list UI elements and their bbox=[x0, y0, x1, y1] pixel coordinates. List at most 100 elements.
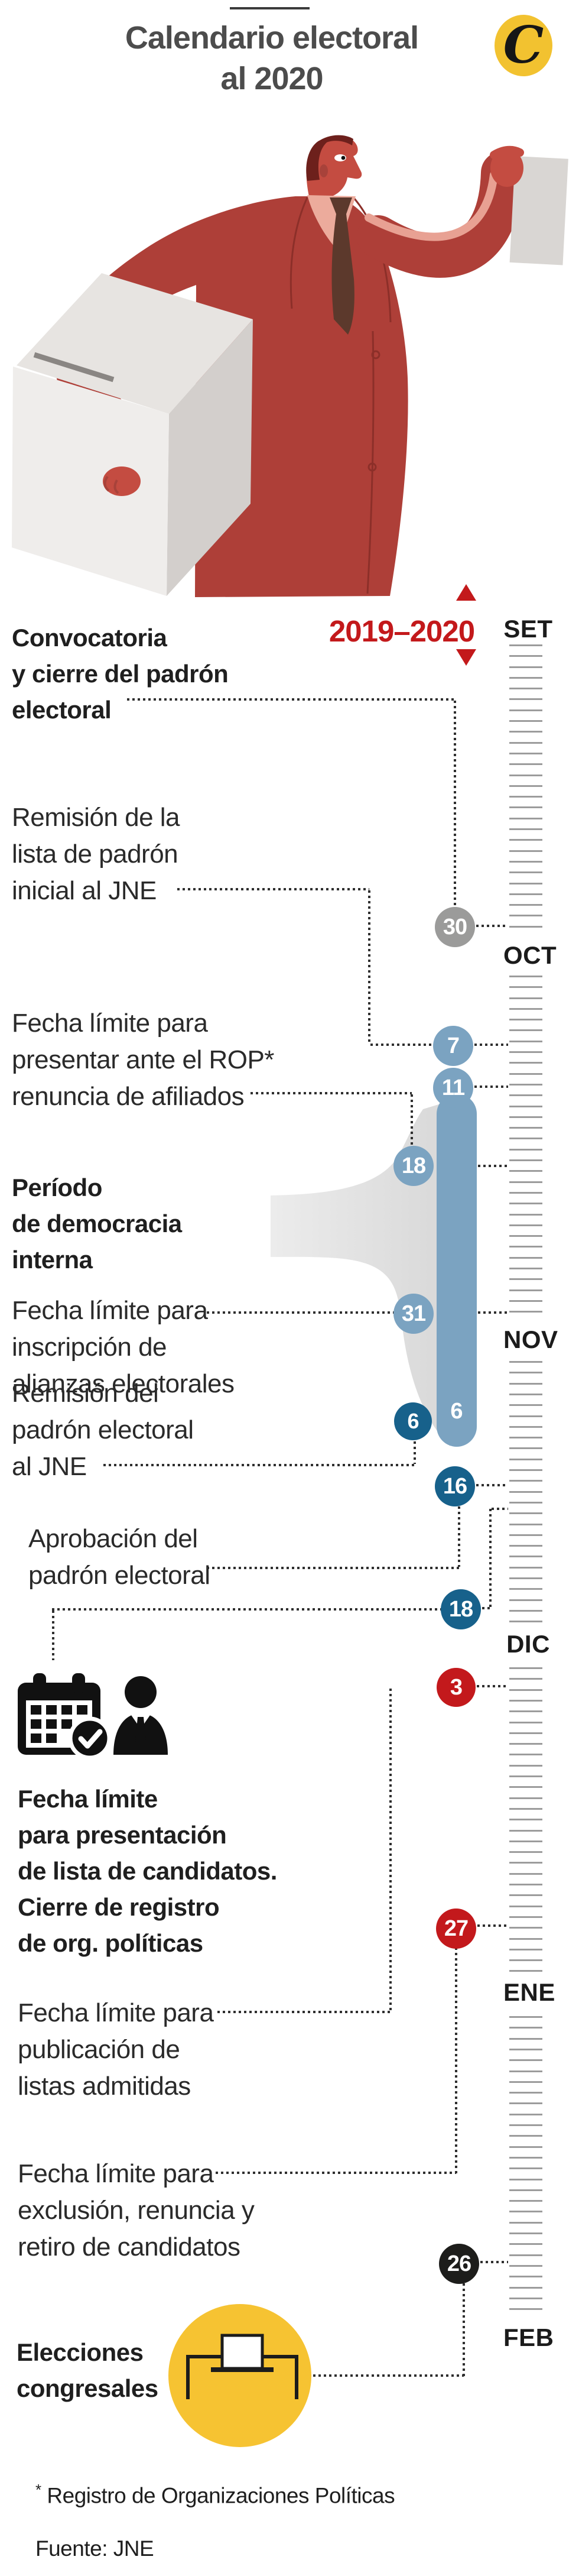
leader-line bbox=[414, 1441, 416, 1464]
day-tick bbox=[509, 1246, 542, 1248]
label-line: Fecha límite para bbox=[18, 1998, 214, 2027]
day-tick bbox=[509, 1029, 542, 1031]
day-tick bbox=[509, 1710, 542, 1712]
day-tick bbox=[509, 753, 542, 754]
timeline-range: 2019–2020 bbox=[328, 614, 475, 648]
day-tick bbox=[509, 1610, 542, 1612]
day-tick bbox=[509, 1300, 542, 1302]
label-line: Aprobación del bbox=[28, 1524, 198, 1553]
leader-line bbox=[52, 1608, 442, 1611]
day-tick bbox=[509, 871, 542, 873]
day-tick bbox=[509, 1970, 542, 1972]
day-tick bbox=[509, 1621, 542, 1622]
event-label-cierre-registro: Fecha límite para presentación de lista … bbox=[18, 1781, 277, 1961]
day-tick bbox=[509, 850, 542, 852]
day-tick bbox=[509, 1437, 542, 1438]
day-tick bbox=[509, 2298, 542, 2299]
day-tick bbox=[509, 644, 542, 646]
day-tick bbox=[509, 1170, 542, 1172]
day-tick bbox=[509, 2027, 542, 2029]
day-tick bbox=[509, 1862, 542, 1864]
day-tick bbox=[509, 1480, 542, 1482]
day-tick bbox=[509, 677, 542, 679]
label-line: padrón electoral bbox=[12, 1415, 194, 1444]
day-tick bbox=[509, 2200, 542, 2202]
day-tick bbox=[509, 2167, 542, 2169]
day-tick bbox=[509, 2232, 542, 2234]
date-circle-7: 7 bbox=[433, 1026, 473, 1066]
label-line: Período bbox=[12, 1174, 102, 1201]
day-tick bbox=[509, 742, 542, 744]
date-circle-18-oct: 18 bbox=[393, 1146, 434, 1186]
axis-connector bbox=[474, 1044, 508, 1046]
month-feb: FEB bbox=[503, 2324, 554, 2351]
day-tick bbox=[509, 1894, 542, 1896]
day-tick bbox=[509, 1289, 542, 1291]
label-line: exclusión, renuncia y bbox=[18, 2196, 255, 2225]
date-circle-3: 3 bbox=[437, 1668, 476, 1707]
date-circle-6-nov: 6 bbox=[394, 1402, 432, 1440]
date-circle-18-nov: 18 bbox=[441, 1589, 481, 1629]
day-tick bbox=[509, 1192, 542, 1194]
axis-connector bbox=[476, 1484, 508, 1486]
day-tick bbox=[509, 986, 542, 988]
day-tick bbox=[509, 1203, 542, 1204]
day-tick bbox=[509, 883, 542, 884]
day-tick bbox=[509, 1051, 542, 1053]
label-line: electoral bbox=[12, 696, 112, 724]
day-tick bbox=[509, 1311, 542, 1313]
axis-connector bbox=[482, 1607, 492, 1609]
axis-connector bbox=[478, 1165, 508, 1167]
axis-connector bbox=[474, 1086, 508, 1088]
leader-line bbox=[217, 2011, 391, 2013]
day-tick bbox=[509, 1447, 542, 1449]
day-tick bbox=[509, 1938, 542, 1940]
day-tick bbox=[509, 839, 542, 841]
label-line: de democracia bbox=[12, 1210, 182, 1237]
day-tick bbox=[509, 1700, 542, 1702]
leader-line bbox=[216, 2172, 456, 2174]
day-tick bbox=[509, 997, 542, 999]
leader-line bbox=[458, 1506, 460, 1567]
day-tick bbox=[509, 2059, 542, 2061]
day-tick bbox=[509, 926, 542, 928]
axis-connector bbox=[480, 2261, 508, 2263]
day-tick bbox=[509, 1008, 542, 1010]
day-tick bbox=[509, 1394, 542, 1395]
label-line: congresales bbox=[17, 2374, 158, 2402]
day-tick bbox=[509, 2189, 542, 2191]
arrow-up-icon bbox=[456, 584, 476, 601]
day-tick bbox=[509, 2135, 542, 2137]
footnote-rop: * Registro de Organizaciones Políticas bbox=[35, 2481, 395, 2508]
event-label-exclusion: Fecha límite para exclusión, renuncia y … bbox=[18, 2156, 255, 2266]
day-tick bbox=[509, 796, 542, 798]
day-tick bbox=[509, 1689, 542, 1691]
day-tick bbox=[509, 1235, 542, 1237]
leader-line bbox=[207, 1311, 395, 1314]
day-tick bbox=[509, 1084, 542, 1086]
day-tick bbox=[509, 1268, 542, 1269]
leader-line bbox=[313, 2374, 464, 2377]
day-tick bbox=[509, 1819, 542, 1820]
day-tick bbox=[509, 1916, 542, 1918]
day-tick bbox=[509, 688, 542, 689]
day-tick bbox=[509, 655, 542, 657]
date-circle-27: 27 bbox=[436, 1908, 476, 1949]
event-label-publicacion-listas: Fecha límite para publicación de listas … bbox=[18, 1995, 214, 2105]
day-tick bbox=[509, 1138, 542, 1139]
label-line: retiro de candidatos bbox=[18, 2232, 240, 2261]
day-tick bbox=[509, 1372, 542, 1373]
day-tick bbox=[509, 1094, 542, 1096]
day-tick bbox=[509, 1722, 542, 1723]
day-tick bbox=[509, 1765, 542, 1767]
label-line: interna bbox=[12, 1246, 93, 1274]
day-tick bbox=[509, 1257, 542, 1259]
axis-connector bbox=[478, 1311, 508, 1314]
day-tick bbox=[509, 2049, 542, 2050]
day-tick bbox=[509, 1667, 542, 1669]
democracy-period-bar bbox=[437, 1094, 477, 1447]
leader-line bbox=[103, 1464, 415, 1466]
leader-line bbox=[368, 890, 370, 1045]
event-label-remision-padron: Remisión del padrón electoral al JNE bbox=[12, 1375, 194, 1485]
day-tick bbox=[509, 1786, 542, 1788]
